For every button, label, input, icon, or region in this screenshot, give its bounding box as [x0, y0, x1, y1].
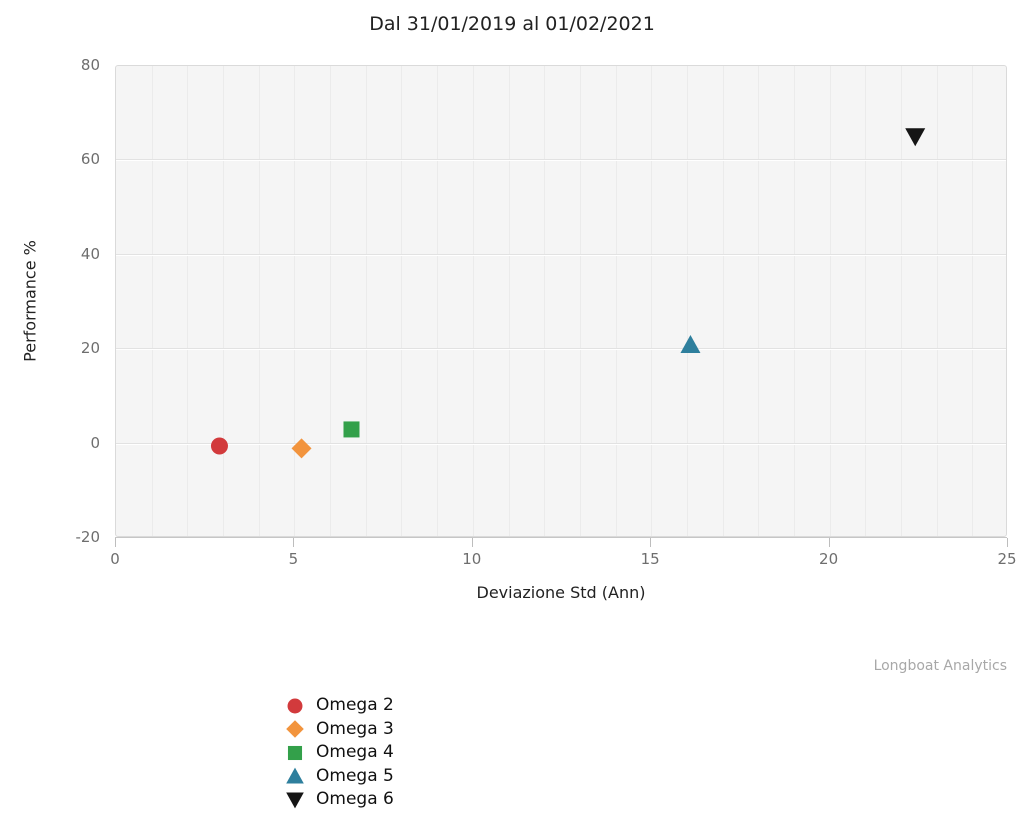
legend-item-omega-3[interactable]: Omega 3 [286, 718, 394, 742]
x-tick-label: 0 [110, 550, 120, 568]
v-gridline [901, 66, 902, 536]
x-tick-label: 25 [997, 550, 1017, 568]
v-gridline [829, 66, 831, 536]
x-tick-label: 5 [288, 550, 299, 568]
v-gridline [758, 66, 760, 536]
legend-item-omega-4[interactable]: Omega 4 [286, 741, 394, 765]
plot-area [115, 65, 1007, 537]
legend-item-omega-6[interactable]: Omega 6 [286, 788, 394, 812]
credit-link[interactable]: Longboat Analytics [873, 658, 1007, 674]
legend-item-omega-2[interactable]: Omega 2 [286, 694, 394, 718]
h-gridline [116, 348, 1006, 351]
legend-label: Omega 5 [316, 765, 394, 786]
legend-label: Omega 4 [316, 742, 394, 763]
v-gridline [258, 66, 260, 536]
data-point-omega-4[interactable] [343, 421, 360, 438]
x-tick-mark [828, 538, 830, 547]
y-axis-title: Performance % [20, 240, 40, 362]
v-gridline [187, 66, 189, 536]
v-gridline [401, 66, 403, 536]
v-gridline [722, 66, 724, 536]
v-gridline [936, 66, 938, 536]
x-tick-mark [115, 538, 116, 547]
x-tick-mark [1007, 538, 1008, 547]
v-gridline [544, 66, 546, 536]
v-gridline [472, 66, 474, 536]
chart-title: Dal 31/01/2019 al 01/02/2021 [369, 13, 655, 35]
x-tick-label: 10 [462, 550, 482, 568]
v-gridline [686, 66, 688, 536]
data-point-omega-2[interactable] [210, 437, 228, 455]
data-point-omega-3[interactable] [291, 438, 312, 459]
v-gridline [615, 66, 617, 536]
v-gridline [437, 66, 439, 536]
data-point-omega-5[interactable] [680, 334, 701, 353]
circle-marker-icon [287, 698, 303, 714]
y-tick-label: 40 [80, 244, 100, 263]
v-gridline [294, 66, 296, 536]
y-tick-label: 0 [90, 433, 100, 452]
x-tick-label: 15 [640, 550, 660, 568]
legend-label: Omega 2 [316, 695, 394, 716]
y-tick-label: 20 [80, 339, 100, 358]
triangle-up-marker-icon [286, 767, 304, 784]
v-gridline [508, 66, 510, 536]
legend-label: Omega 6 [316, 789, 394, 810]
x-tick-mark [650, 538, 652, 547]
legend: Omega 2 Omega 3 Omega 4 Omega 5 Omega 6 [286, 694, 394, 812]
v-gridline [793, 66, 795, 536]
v-gridline [972, 66, 974, 536]
legend-item-omega-5[interactable]: Omega 5 [286, 765, 394, 789]
v-gridline [365, 66, 367, 536]
h-gridline [116, 442, 1006, 445]
v-gridline [651, 66, 653, 536]
x-tick-mark [293, 538, 295, 547]
v-gridline [865, 66, 867, 536]
square-marker-icon [287, 745, 303, 760]
data-points-layer [210, 128, 926, 459]
x-tick-label: 20 [819, 550, 839, 568]
data-point-omega-6[interactable] [905, 128, 926, 147]
x-axis-title: Deviazione Std (Ann) [476, 583, 646, 602]
legend-label: Omega 3 [316, 718, 394, 739]
y-tick-label: 80 [80, 56, 100, 74]
x-tick-mark [471, 538, 473, 547]
h-gridline [116, 253, 1006, 256]
diamond-marker-icon [286, 720, 304, 739]
x-axis-line [115, 537, 1007, 538]
v-gridline [330, 66, 332, 536]
y-tick-label: -20 [75, 528, 101, 546]
v-gridline [579, 66, 581, 536]
v-gridline [151, 66, 153, 536]
y-tick-label: 60 [80, 150, 100, 169]
h-gridline [116, 159, 1006, 162]
triangle-down-marker-icon [286, 792, 304, 809]
v-gridline [223, 66, 224, 536]
